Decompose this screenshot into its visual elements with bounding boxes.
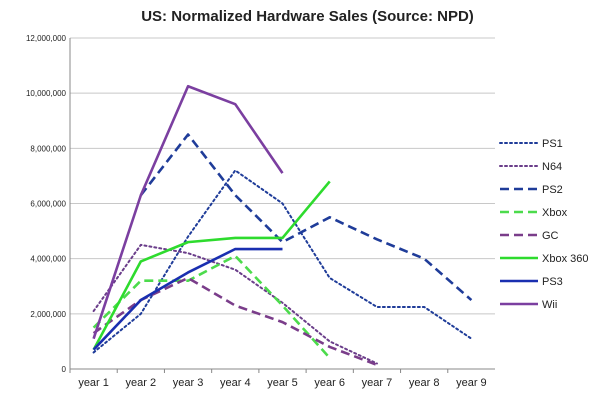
series-line-ps3 — [92, 247, 283, 351]
y-tick-label: 2,000,000 — [30, 310, 66, 319]
x-tick-label: year 2 — [126, 377, 157, 389]
legend-label-n64: N64 — [542, 161, 562, 173]
y-tick-labels: 0 2,000,000 4,000,000 6,000,000 8,000,000 10,… — [26, 34, 67, 374]
axes — [69, 38, 495, 370]
x-tick-label: year 4 — [220, 377, 251, 389]
legend-label-ps3: PS3 — [542, 276, 563, 288]
chart-title: US: Normalized Hardware Sales (Source: N… — [141, 8, 474, 25]
x-tick-label: year 5 — [267, 377, 298, 389]
y-tick-label: 12,000,000 — [26, 34, 67, 43]
legend-label-xbox-360: Xbox 360 — [542, 253, 588, 265]
series-line-xbox-360 — [92, 180, 331, 351]
series-line-xbox — [92, 254, 331, 359]
y-tick-label: 6,000,000 — [30, 200, 66, 209]
x-tick-label: year 6 — [314, 377, 345, 389]
x-tick-label: year 8 — [409, 377, 440, 389]
legend-label-wii: Wii — [542, 299, 557, 311]
legend: PS1 N64 PS2 Xbox GC Xbox 360 PS3 Wii — [499, 138, 588, 311]
legend-label-gc: GC — [542, 230, 559, 242]
legend-label-ps1: PS1 — [542, 138, 563, 150]
legend-label-ps2: PS2 — [542, 184, 563, 196]
series-lines — [92, 84, 473, 367]
y-tick-label: 0 — [62, 365, 67, 374]
x-tick-label: year 1 — [78, 377, 109, 389]
series-line-ps2 — [139, 133, 473, 302]
x-tick-labels: year 1 year 2 year 3 year 4 year 5 year 6 year… — [69, 369, 487, 389]
y-tick-label: 4,000,000 — [30, 255, 66, 264]
x-tick-label: year 7 — [362, 377, 393, 389]
series-line-ps1 — [92, 169, 473, 354]
y-tick-label: 10,000,000 — [26, 89, 67, 98]
legend-label-xbox: Xbox — [542, 207, 568, 219]
series-line-wii — [92, 84, 284, 340]
series-line-gc — [92, 276, 378, 367]
x-tick-label: year 3 — [173, 377, 204, 389]
y-tick-label: 8,000,000 — [30, 144, 66, 153]
series-line-n64 — [92, 243, 378, 365]
x-tick-label: year 9 — [456, 377, 487, 389]
